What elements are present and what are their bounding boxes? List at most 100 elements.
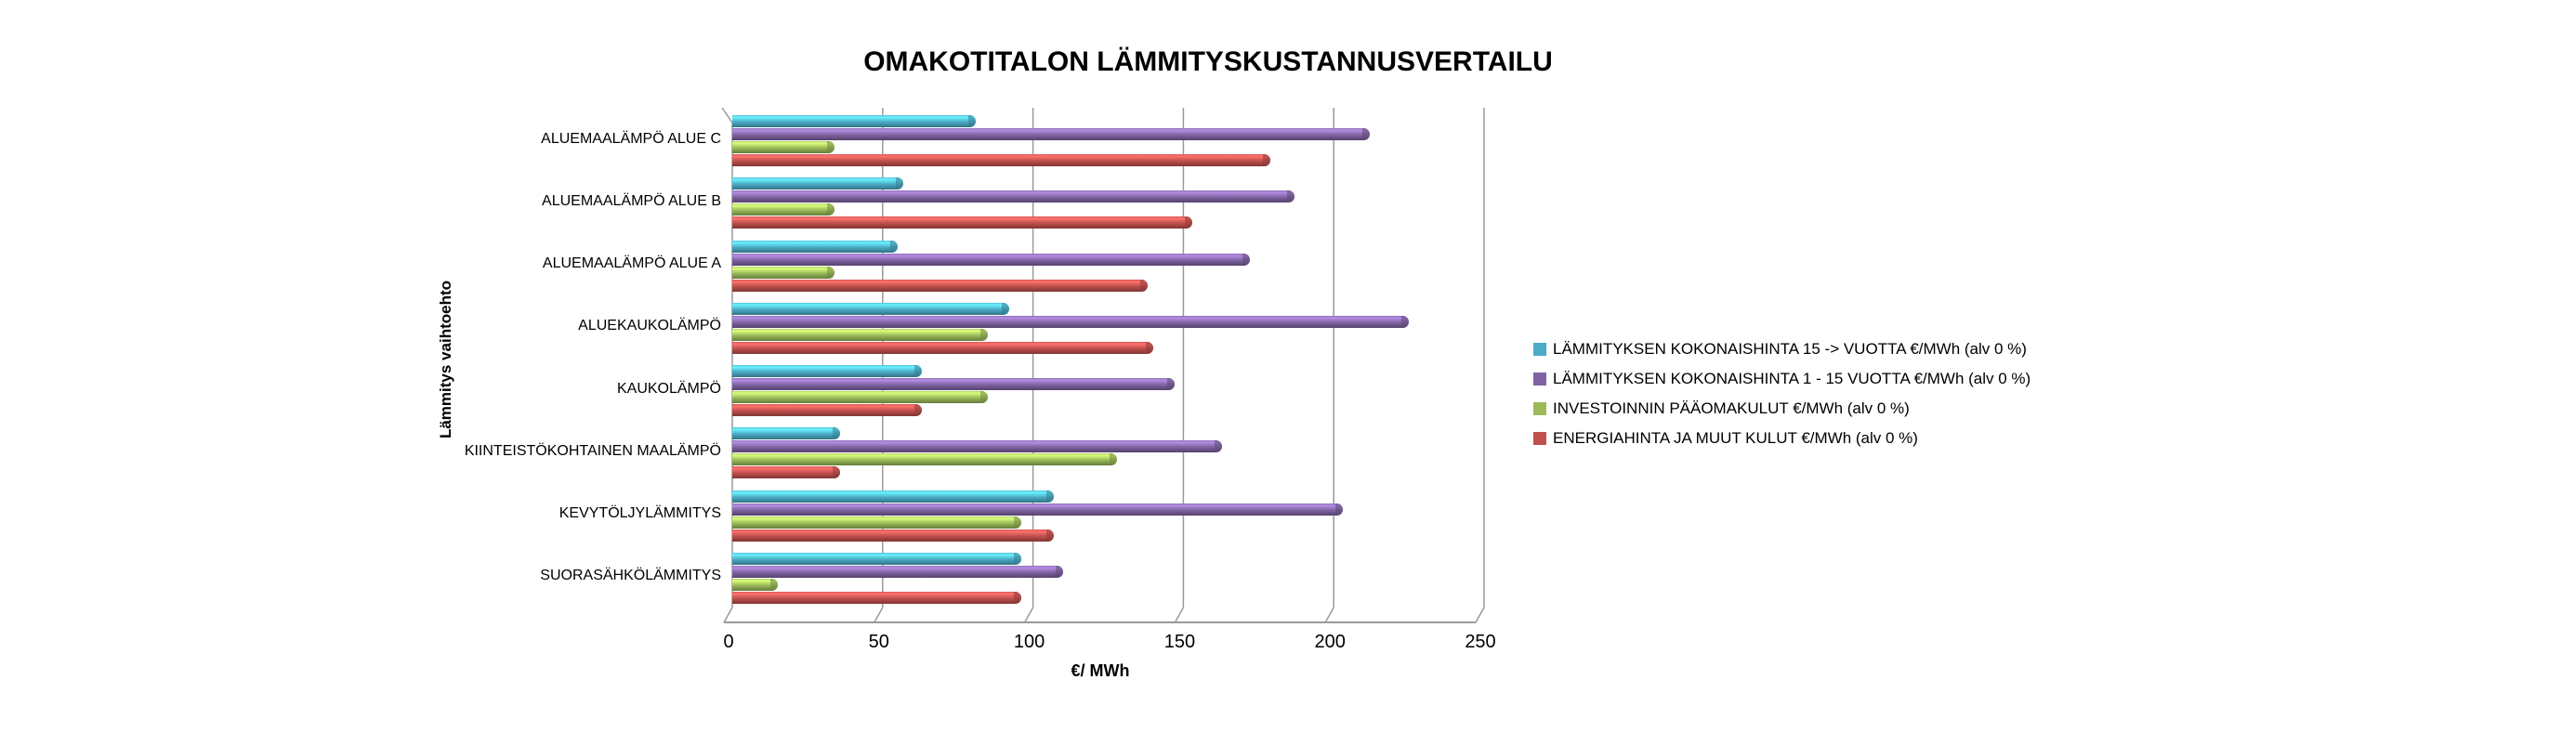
bar-end-cap <box>980 328 989 341</box>
category-label: ALUEMAALÄMPÖ ALUE C <box>541 130 721 147</box>
bar-investment <box>732 391 989 403</box>
bar-end-cap <box>1013 552 1021 565</box>
bar-total-15plus <box>732 177 904 190</box>
bar-energy <box>732 216 1193 229</box>
bar-total-1-15 <box>732 503 1343 516</box>
bar-end-cap <box>889 240 898 253</box>
bar-end-cap <box>968 115 977 127</box>
legend-swatch <box>1533 432 1546 445</box>
bar-total-15plus <box>732 115 977 127</box>
bar-end-cap <box>1046 529 1055 542</box>
bar-end-cap <box>1139 279 1148 292</box>
bar-total-1-15 <box>732 315 1410 328</box>
bar-end-cap <box>913 404 922 416</box>
bar-end-cap <box>913 365 922 377</box>
legend-item: LÄMMITYKSEN KOKONAISHINTA 15 -> VUOTTA €… <box>1533 334 2031 364</box>
bar-energy <box>732 154 1271 166</box>
bar-total-15plus <box>732 552 1021 565</box>
category-label: KIINTEISTÖKOHTAINEN MAALÄMPÖ <box>464 442 721 459</box>
bar-end-cap <box>1263 154 1271 166</box>
legend-label: LÄMMITYKSEN KOKONAISHINTA 15 -> VUOTTA €… <box>1553 340 2027 358</box>
legend-swatch <box>1533 402 1546 415</box>
bar-investment <box>732 516 1021 529</box>
bar-end-cap <box>1242 253 1250 266</box>
bar-end-cap <box>1055 565 1063 578</box>
x-tick-label: 50 <box>868 632 889 652</box>
bar-end-cap <box>1185 216 1193 229</box>
bar-end-cap <box>1146 341 1154 354</box>
bar-end-cap <box>1013 516 1021 529</box>
bar-energy <box>732 279 1148 292</box>
bar-total-15plus <box>732 302 1009 315</box>
legend: LÄMMITYKSEN KOKONAISHINTA 15 -> VUOTTA €… <box>1533 334 2031 453</box>
bar-energy <box>732 591 1021 604</box>
bar-total-15plus <box>732 490 1055 503</box>
gridline <box>1023 607 1034 623</box>
gridline <box>1174 607 1185 623</box>
legend-item: ENERGIAHINTA JA MUUT KULUT €/MWh (alv 0 … <box>1533 424 2031 453</box>
bar-investment <box>732 578 778 591</box>
bar-end-cap <box>833 466 841 479</box>
bar-energy <box>732 404 922 416</box>
x-tick-label: 250 <box>1465 632 1496 652</box>
bar-end-cap <box>827 141 835 153</box>
legend-item: LÄMMITYKSEN KOKONAISHINTA 1 - 15 VUOTTA … <box>1533 364 2031 394</box>
bar-total-1-15 <box>732 378 1175 390</box>
bar-total-15plus <box>732 240 898 253</box>
gridline <box>874 607 884 623</box>
bar-investment <box>732 266 835 279</box>
chart-title: OMAKOTITALON LÄMMITYSKUSTANNUSVERTAILU <box>863 46 1553 77</box>
category-label: KEVYTÖLJYLÄMMITYS <box>559 505 721 522</box>
bar-end-cap <box>827 266 835 279</box>
bar-end-cap <box>896 177 904 190</box>
category-label: SUORASÄHKÖLÄMMITYS <box>540 568 721 584</box>
category-label: ALUEMAALÄMPÖ ALUE B <box>542 192 721 209</box>
bar-investment <box>732 141 835 153</box>
bar-energy <box>732 529 1055 542</box>
category-label: ALUEMAALÄMPÖ ALUE A <box>542 255 721 272</box>
x-tick-label: 100 <box>1013 632 1045 652</box>
bar-end-cap <box>1287 190 1295 203</box>
bar-end-cap <box>827 203 835 216</box>
bar-end-cap <box>1046 490 1055 503</box>
bar-energy <box>732 341 1154 354</box>
bar-energy <box>732 466 841 479</box>
y-axis-title: Lämmitys vaihtoehto <box>437 280 454 439</box>
bar-end-cap <box>1362 128 1371 140</box>
bar-total-1-15 <box>732 253 1250 266</box>
bar-end-cap <box>1401 315 1410 328</box>
category-label: ALUEKAUKOLÄMPÖ <box>578 318 721 334</box>
bar-total-1-15 <box>732 128 1371 140</box>
bar-total-1-15 <box>732 190 1295 203</box>
x-tick-label: 200 <box>1314 632 1346 652</box>
bar-end-cap <box>769 578 778 591</box>
bar-total-15plus <box>732 365 922 377</box>
bar-total-15plus <box>732 427 841 440</box>
gridline <box>1475 607 1485 623</box>
bar-total-1-15 <box>732 565 1063 578</box>
legend-swatch <box>1533 373 1546 386</box>
bar-total-1-15 <box>732 440 1223 453</box>
category-label: KAUKOLÄMPÖ <box>616 380 721 397</box>
legend-label: LÄMMITYKSEN KOKONAISHINTA 1 - 15 VUOTTA … <box>1553 370 2031 387</box>
bar-end-cap <box>1110 453 1118 466</box>
x-axis-title: €/ MWh <box>1071 661 1130 680</box>
bar-end-cap <box>1215 440 1223 453</box>
legend-item: INVESTOINNIN PÄÄOMAKULUT €/MWh (alv 0 %) <box>1533 394 2031 424</box>
legend-swatch <box>1533 343 1546 356</box>
gridline <box>1324 607 1334 623</box>
legend-label: ENERGIAHINTA JA MUUT KULUT €/MWh (alv 0 … <box>1553 429 1918 447</box>
gridline <box>721 107 733 124</box>
legend-label: INVESTOINNIN PÄÄOMAKULUT €/MWh (alv 0 %) <box>1553 399 1910 417</box>
gridline <box>723 607 733 623</box>
bar-end-cap <box>980 391 989 403</box>
x-tick-label: 0 <box>723 632 734 652</box>
bar-investment <box>732 453 1118 466</box>
bar-end-cap <box>1013 591 1021 604</box>
bar-end-cap <box>833 427 841 440</box>
x-tick-label: 150 <box>1163 632 1196 652</box>
bar-investment <box>732 328 989 341</box>
